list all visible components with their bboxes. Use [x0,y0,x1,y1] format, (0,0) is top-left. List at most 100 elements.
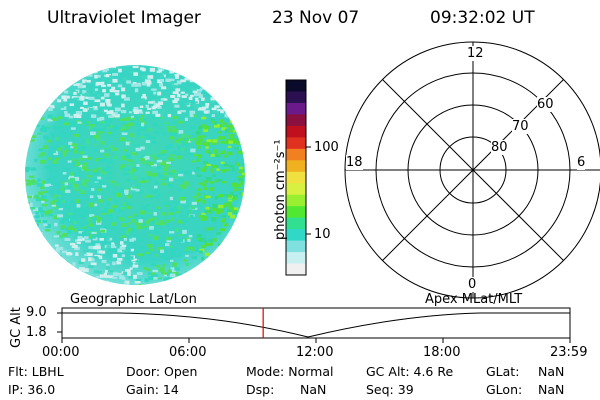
uv-pixel [186,210,191,215]
uv-pixel [240,248,245,253]
uv-pixel [37,79,41,83]
uv-pixel [95,245,101,250]
uv-pixel [198,198,202,202]
uv-pixel [189,139,196,142]
uv-pixel [145,104,149,108]
uv-pixel [218,194,224,198]
uv-pixel [228,130,234,133]
uv-pixel [26,226,31,229]
uv-pixel [89,107,95,112]
uv-pixel [156,159,163,163]
uv-pixel [34,265,40,270]
uv-pixel [161,271,167,275]
uv-pixel [212,284,218,285]
uv-pixel [203,186,208,190]
uv-pixel [183,143,189,146]
uv-pixel [180,91,185,94]
uv-pixel [34,69,39,73]
uv-pixel [70,127,76,130]
uv-pixel [56,263,62,266]
uv-pixel [172,121,177,124]
uv-pixel [27,203,33,207]
x-label-0000: 00:00 [42,345,80,360]
uv-pixel [121,164,125,168]
uv-pixel [172,91,179,95]
uv-pixel [241,223,245,226]
uv-pixel [151,88,158,91]
uv-pixel [27,276,33,280]
uv-pixel [189,277,195,281]
uv-pixel [222,248,226,251]
uv-pixel [212,165,218,169]
uv-pixel [132,274,137,279]
uv-pixel [197,280,202,283]
uv-pixel [27,245,33,250]
uv-pixel [166,125,171,130]
uv-pixel [105,99,111,103]
uv-pixel [239,236,245,239]
uv-pixel [41,195,47,199]
uv-pixel [38,85,42,89]
uv-pixel [242,259,245,263]
uv-pixel [166,236,172,241]
uv-pixel [184,250,190,254]
uv-pixel [179,66,184,70]
uv-pixel [181,95,187,98]
uv-pixel [47,65,52,70]
uv-pixel [105,123,111,127]
uv-pixel [160,79,165,82]
uv-pixel [143,224,149,228]
uv-pixel [223,194,228,197]
uv-pixel [93,256,98,259]
dsp-label: Dsp: [246,382,275,397]
uv-pixel [121,254,125,257]
uv-pixel [92,168,98,173]
uv-pixel [139,117,143,122]
uv-pixel [231,197,237,200]
uv-pixel [46,139,52,143]
uv-pixel [104,66,109,69]
uv-pixel [51,260,56,264]
uv-pixel [124,124,129,127]
uv-pixel [187,238,191,242]
uv-pixel [63,70,69,74]
uv-pixel [203,128,209,132]
uv-pixel [102,281,108,285]
uv-pixel [28,275,33,279]
uv-pixel [138,284,144,285]
uv-pixel [98,130,104,134]
uv-pixel [236,71,243,74]
uv-pixel [128,222,133,225]
uv-pixel [230,81,236,86]
uv-pixel [25,81,31,84]
uv-pixel [234,246,239,249]
uv-pixel [118,68,122,73]
uv-pixel [227,145,232,149]
uv-pixel [192,171,196,175]
uv-pixel [206,256,212,260]
uv-pixel [80,223,85,228]
uv-pixel [104,93,110,97]
uv-pixel [126,155,131,159]
uv-pixel [214,179,219,183]
uv-pixel [97,250,101,254]
uv-pixel [175,211,181,214]
uv-pixel [174,139,180,143]
uv-pixel [49,105,55,108]
uv-pixel [82,140,86,143]
glon-label: GLon: [486,382,523,397]
uv-pixel [203,240,208,243]
uv-pixel [123,202,128,206]
uv-pixel [207,276,211,279]
uv-pixel [241,172,245,176]
uv-pixel [100,149,105,153]
uv-pixel [125,202,132,206]
uv-pixel [208,270,212,273]
uv-pixel [96,220,102,225]
uv-pixel [65,189,69,193]
uv-pixel [133,110,139,115]
uv-pixel [196,92,202,97]
uv-pixel [213,122,217,125]
uv-pixel [77,157,82,160]
uv-pixel [205,78,209,83]
